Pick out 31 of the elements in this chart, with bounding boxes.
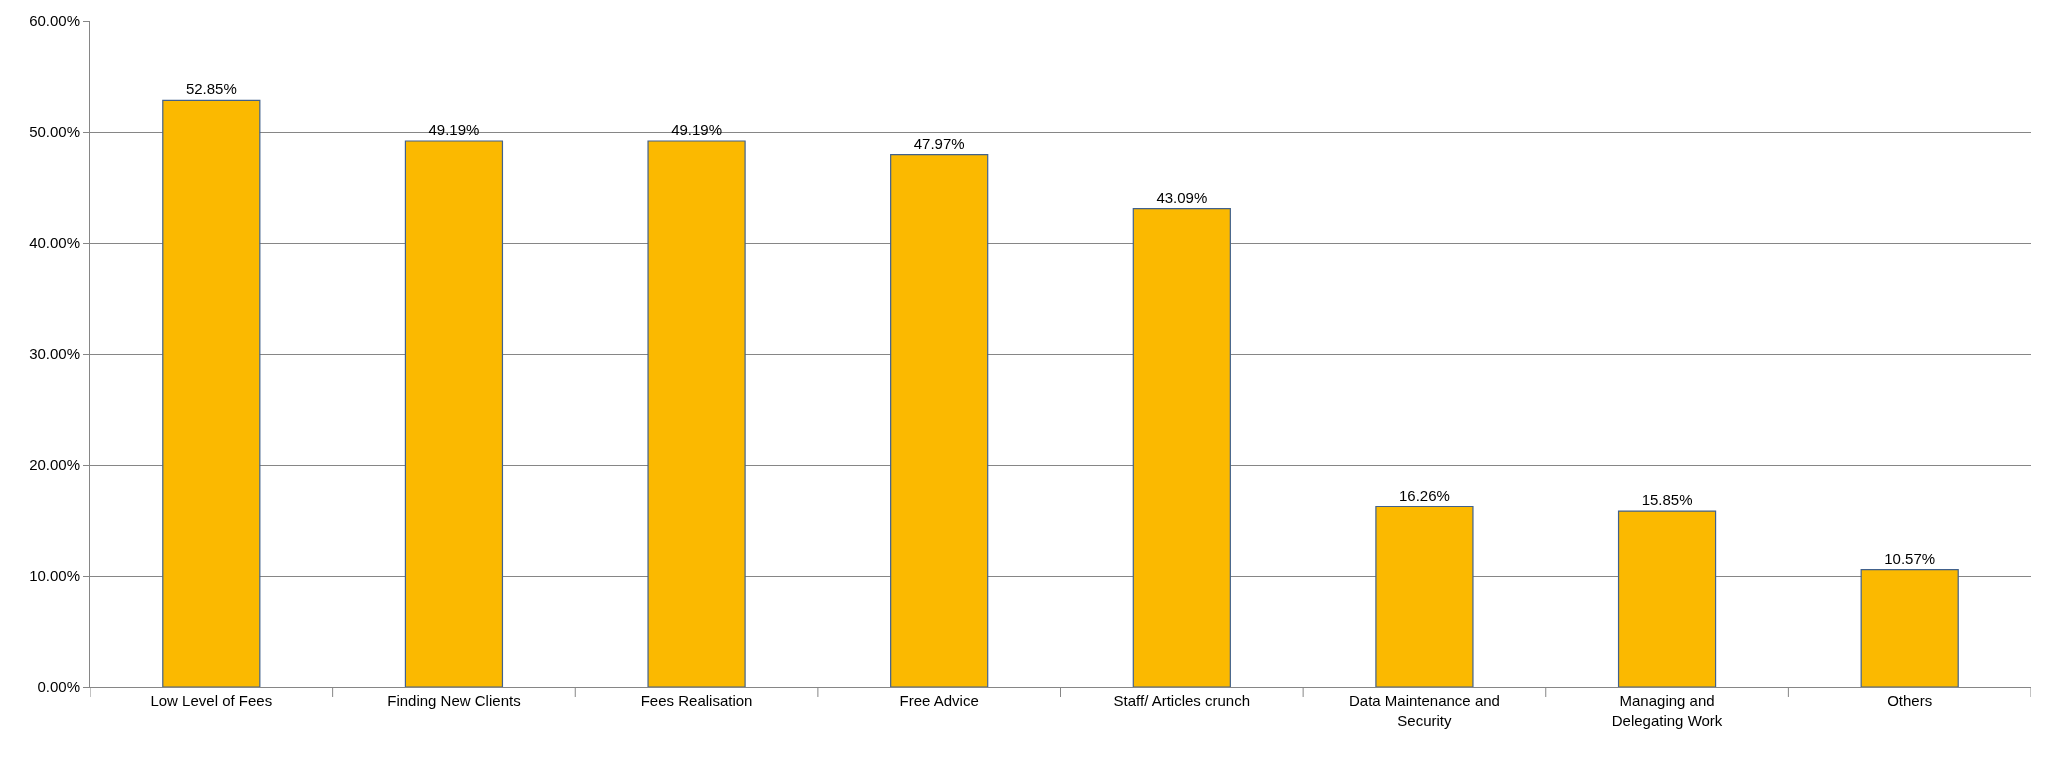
data-label: 10.57% [1884, 549, 1936, 567]
data-label: 47.97% [913, 134, 965, 152]
data-label: 49.19% [428, 120, 480, 138]
bar [1860, 569, 1959, 687]
y-tick-label: 40.00% [29, 234, 80, 252]
bar [1617, 510, 1717, 687]
y-tick-label: 60.00% [29, 12, 80, 30]
x-tick-label: Managing and Delegating Work [1611, 692, 1723, 729]
y-tick-label: 50.00% [29, 123, 80, 141]
y-tick-label: 0.00% [37, 678, 80, 696]
data-label: 16.26% [1399, 486, 1450, 504]
bar [890, 153, 989, 687]
data-label: 43.09% [1156, 188, 1208, 206]
data-label: 49.19% [671, 120, 722, 138]
bar [1132, 208, 1231, 687]
x-tick-label: Finding New Clients [387, 692, 521, 709]
y-tick-label: 10.00% [29, 567, 80, 585]
bar [404, 140, 504, 687]
x-tick-label: Others [1887, 692, 1933, 709]
bar [1375, 505, 1474, 687]
x-tick-label: Low Level of Fees [150, 692, 273, 709]
data-label: 52.85% [185, 80, 237, 98]
y-tick-label: 20.00% [29, 456, 80, 474]
bar [647, 140, 746, 687]
bar [162, 99, 261, 687]
x-tick-label: Staff/ Articles crunch [1113, 692, 1251, 709]
y-tick-label: 30.00% [29, 345, 80, 363]
x-tick-label: Fees Realisation [640, 692, 753, 709]
x-tick-label: Data Maintenance and Security [1348, 692, 1500, 729]
x-tick-label: Free Advice [899, 692, 979, 709]
data-label: 15.85% [1641, 491, 1693, 509]
